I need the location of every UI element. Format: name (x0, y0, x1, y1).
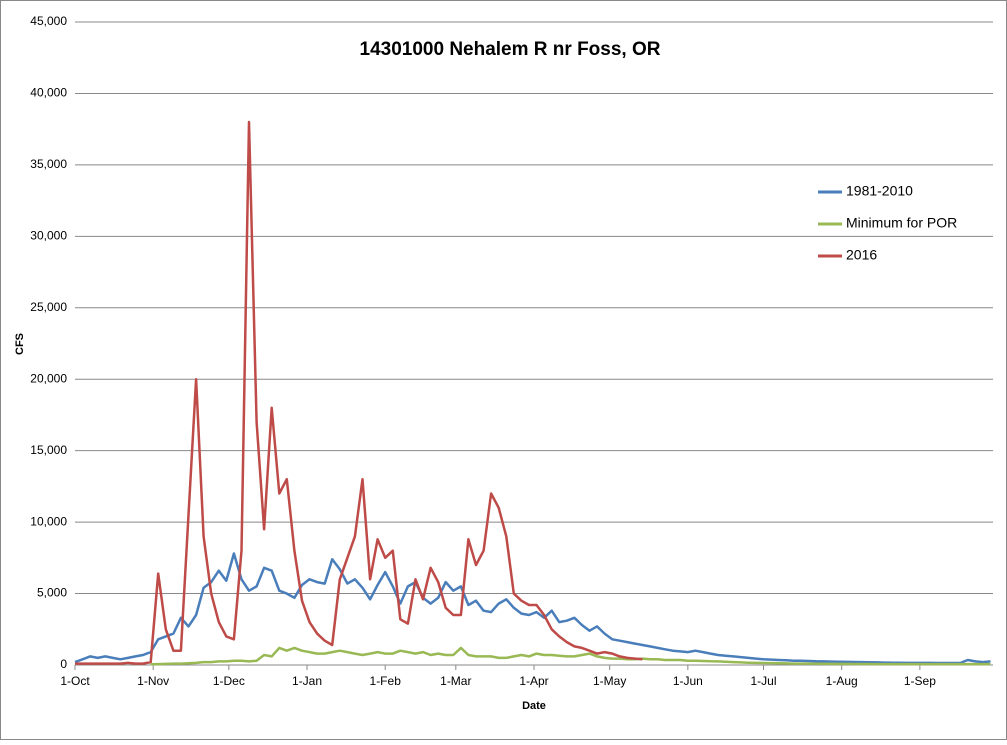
series-line (74, 552, 991, 665)
y-tick-label: 30,000 (30, 229, 67, 243)
legend-label: 2016 (846, 247, 877, 263)
x-tick-label: 1-Aug (826, 674, 858, 688)
x-tick-label: 1-Sep (904, 674, 936, 688)
y-tick-label: 15,000 (30, 443, 67, 457)
y-tick-label: 40,000 (30, 86, 67, 100)
series-line (150, 646, 991, 666)
x-tick-label: 1-Jun (673, 674, 703, 688)
y-tick-label: 5,000 (37, 586, 67, 600)
x-tick-label: 1-Mar (440, 674, 471, 688)
chart-title: 14301000 Nehalem R nr Foss, OR (360, 39, 661, 60)
y-tick-label: 0 (60, 657, 67, 671)
x-tick-label: 1-May (593, 674, 626, 688)
x-tick-label: 1-Oct (60, 674, 90, 688)
y-tick-label: 10,000 (30, 514, 67, 528)
y-axis-label: CFS (14, 333, 26, 355)
x-tick-label: 1-Apr (519, 674, 548, 688)
x-tick-label: 1-Nov (137, 674, 169, 688)
y-tick-label: 35,000 (30, 157, 67, 171)
x-axis-label: Date (522, 700, 546, 712)
series-line (75, 120, 643, 665)
x-tick-label: 1-Jan (292, 674, 322, 688)
legend-label: 1981-2010 (846, 183, 913, 199)
x-tick-label: 1-Dec (213, 674, 245, 688)
x-tick-label: 1-Feb (370, 674, 402, 688)
y-tick-label: 45,000 (30, 14, 67, 28)
y-tick-label: 20,000 (30, 371, 67, 385)
legend-label: Minimum for POR (846, 215, 957, 231)
x-tick-label: 1-Jul (750, 674, 776, 688)
y-tick-label: 25,000 (30, 300, 67, 314)
